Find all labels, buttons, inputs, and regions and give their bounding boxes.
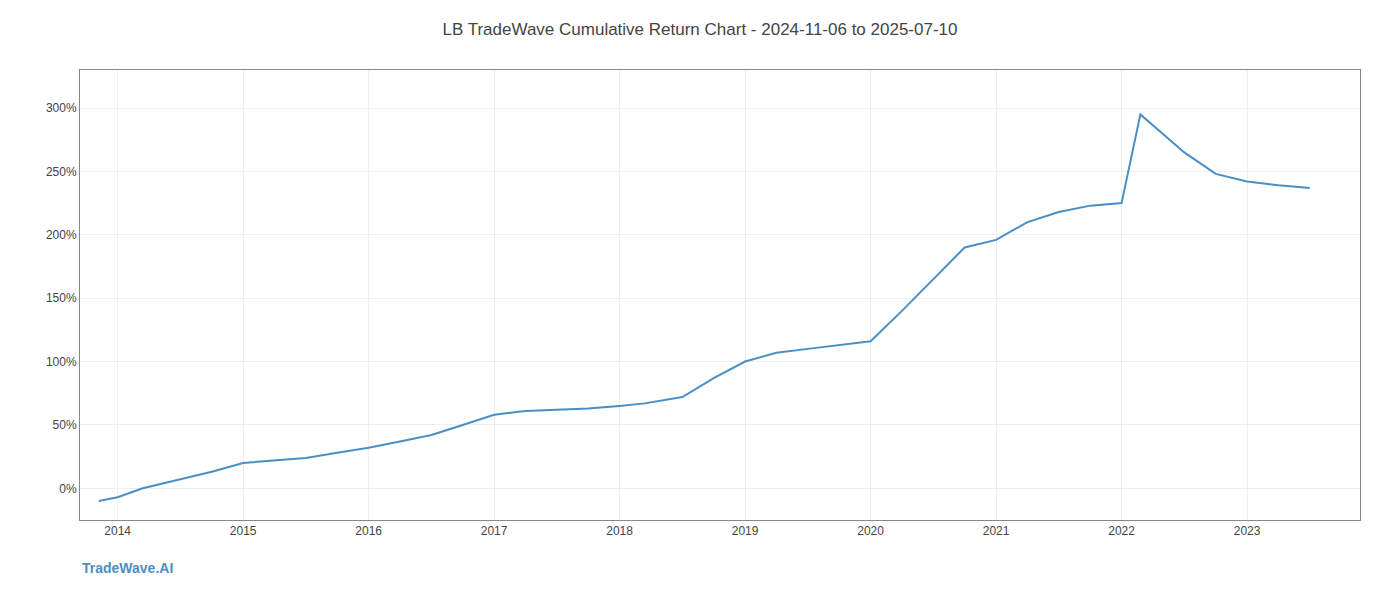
svg-text:150%: 150% bbox=[46, 291, 77, 305]
svg-text:2020: 2020 bbox=[857, 524, 884, 538]
svg-text:300%: 300% bbox=[46, 101, 77, 115]
svg-text:2014: 2014 bbox=[104, 524, 131, 538]
svg-text:2018: 2018 bbox=[606, 524, 633, 538]
svg-text:2021: 2021 bbox=[983, 524, 1010, 538]
svg-text:2015: 2015 bbox=[230, 524, 257, 538]
svg-text:LB TradeWave Cumulative Return: LB TradeWave Cumulative Return Chart - 2… bbox=[443, 20, 958, 39]
svg-text:100%: 100% bbox=[46, 355, 77, 369]
svg-text:0%: 0% bbox=[59, 482, 77, 496]
svg-text:2022: 2022 bbox=[1108, 524, 1135, 538]
svg-text:TradeWave.AI: TradeWave.AI bbox=[82, 560, 173, 576]
svg-text:200%: 200% bbox=[46, 228, 77, 242]
svg-text:2019: 2019 bbox=[732, 524, 759, 538]
svg-text:250%: 250% bbox=[46, 165, 77, 179]
svg-text:2017: 2017 bbox=[481, 524, 508, 538]
svg-text:2016: 2016 bbox=[355, 524, 382, 538]
svg-text:2023: 2023 bbox=[1234, 524, 1261, 538]
svg-text:50%: 50% bbox=[53, 418, 77, 432]
